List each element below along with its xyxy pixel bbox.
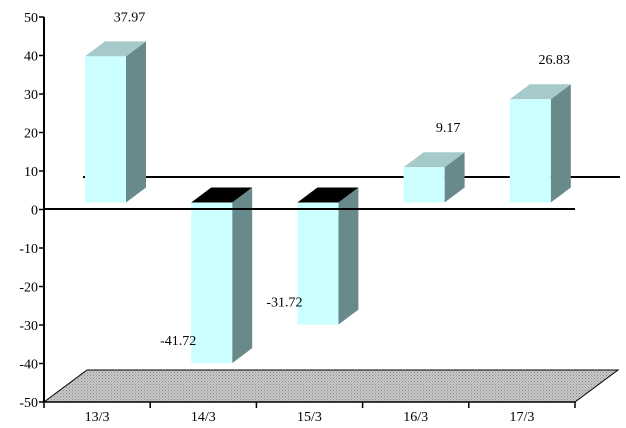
- bar-top: [403, 152, 465, 168]
- bar-side: [232, 187, 253, 364]
- data-label: 9.17: [436, 121, 461, 136]
- x-tick-label: 14/3: [191, 410, 216, 425]
- y-axis-ticks: 50 40 30 20 10 0 -10 -20 -30 -40 -50: [19, 11, 44, 411]
- y-tick-label: -30: [19, 319, 38, 334]
- chart-floor: [42, 369, 620, 403]
- y-tick-label: 50: [24, 11, 38, 26]
- bar-top: [297, 187, 359, 203]
- bar-front: [191, 202, 233, 364]
- bar-front: [85, 56, 126, 203]
- bar-13/3: [85, 41, 146, 203]
- bar-front: [509, 99, 551, 203]
- data-label: -31.72: [266, 296, 302, 311]
- y-tick-label: 0: [31, 204, 38, 219]
- x-tick-label: 15/3: [297, 410, 322, 425]
- bar-15/3: [297, 187, 359, 325]
- x-tick-label: 17/3: [509, 410, 534, 425]
- bar-14/3: [191, 187, 253, 364]
- bar-16/3: [403, 152, 465, 203]
- bar-top: [85, 41, 146, 57]
- bar-top: [191, 187, 253, 203]
- y-tick-label: 20: [24, 127, 38, 142]
- y-tick-label: -40: [19, 358, 38, 373]
- data-label: 37.97: [114, 10, 146, 25]
- bar-side: [444, 152, 465, 203]
- data-labels: 37.97 -41.72 -31.72 9.17 26.83: [114, 10, 570, 349]
- y-tick-label: -20: [19, 281, 38, 296]
- bar-side: [550, 84, 571, 203]
- y-tick-label: -50: [19, 396, 38, 411]
- bar-front: [403, 167, 445, 203]
- data-label: -41.72: [160, 334, 196, 349]
- bar-17/3: [509, 84, 571, 203]
- bar-side: [126, 41, 146, 203]
- bar-top: [509, 84, 571, 100]
- bar-front: [297, 202, 339, 325]
- y-tick-label: -10: [19, 242, 38, 257]
- x-axis-ticks: 13/3 14/3 15/3 16/3 17/3: [43, 402, 576, 425]
- y-tick-label: 10: [24, 165, 38, 180]
- y-tick-label: 30: [24, 88, 38, 103]
- x-tick-label: 16/3: [403, 410, 428, 425]
- x-tick-label: 13/3: [85, 410, 110, 425]
- bar-side: [338, 187, 359, 325]
- y-tick-label: 40: [24, 50, 38, 65]
- data-label: 26.83: [539, 53, 571, 68]
- bars-layer: [85, 41, 571, 364]
